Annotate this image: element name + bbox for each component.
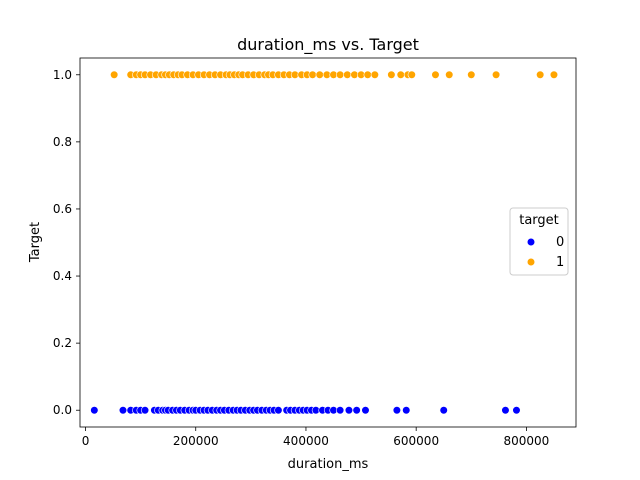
- x-axis-label: duration_ms: [288, 457, 369, 472]
- chart-title: duration_ms vs. Target: [237, 35, 419, 55]
- point-target-0: [439, 406, 448, 415]
- point-target-0: [392, 406, 401, 415]
- x-tick-label: 200000: [173, 434, 219, 448]
- point-target-1: [336, 70, 345, 79]
- plot-area: [80, 58, 576, 427]
- legend-label-1: 1: [556, 255, 564, 270]
- point-target-0: [352, 406, 361, 415]
- point-target-1: [363, 70, 372, 79]
- y-tick-label: 0.4: [53, 269, 72, 283]
- y-axis-ticks: 0.0 0.2 0.4 0.6 0.8 1.0: [53, 68, 80, 417]
- point-target-1: [491, 70, 501, 79]
- point-target-1: [396, 70, 405, 79]
- point-target-1: [467, 70, 476, 79]
- y-tick-label: 0.6: [53, 202, 72, 216]
- point-target-0: [90, 406, 99, 415]
- point-target-0: [512, 406, 521, 415]
- x-tick-label: 600000: [393, 434, 439, 448]
- point-target-1: [343, 70, 352, 79]
- point-target-0: [118, 406, 128, 415]
- data-points: [90, 70, 559, 415]
- point-target-1: [407, 70, 416, 79]
- y-tick-label: 1.0: [53, 68, 72, 82]
- point-target-1: [445, 70, 454, 79]
- y-axis-label: Target: [28, 222, 43, 263]
- point-target-0: [361, 406, 370, 415]
- legend-marker-0: [526, 237, 536, 247]
- x-tick-label: 0: [82, 434, 90, 448]
- legend-label-0: 0: [556, 235, 564, 250]
- point-target-1: [431, 70, 440, 79]
- point-target-0: [402, 406, 411, 415]
- y-tick-label: 0.2: [53, 336, 72, 350]
- plot-frame: [79, 57, 577, 428]
- point-target-0: [274, 406, 283, 415]
- point-target-1: [110, 70, 119, 79]
- point-target-0: [344, 406, 354, 415]
- y-tick-label: 0.8: [53, 135, 72, 149]
- x-axis-ticks: 0 200000 400000 600000 800000: [82, 427, 549, 448]
- point-target-1: [549, 70, 559, 79]
- x-tick-label: 800000: [503, 434, 549, 448]
- point-target-1: [315, 70, 324, 79]
- point-target-1: [370, 70, 379, 79]
- point-target-0: [336, 406, 345, 415]
- x-tick-label: 400000: [283, 434, 329, 448]
- legend: target 0 1: [509, 207, 569, 276]
- y-tick-label: 0.0: [53, 403, 72, 417]
- legend-box: [509, 207, 569, 276]
- legend-marker-1: [526, 257, 536, 267]
- point-target-1: [308, 70, 317, 79]
- legend-title: target: [519, 213, 559, 228]
- point-target-1: [536, 70, 545, 79]
- point-target-0: [140, 406, 150, 415]
- point-target-0: [501, 406, 510, 415]
- point-target-1: [387, 70, 396, 79]
